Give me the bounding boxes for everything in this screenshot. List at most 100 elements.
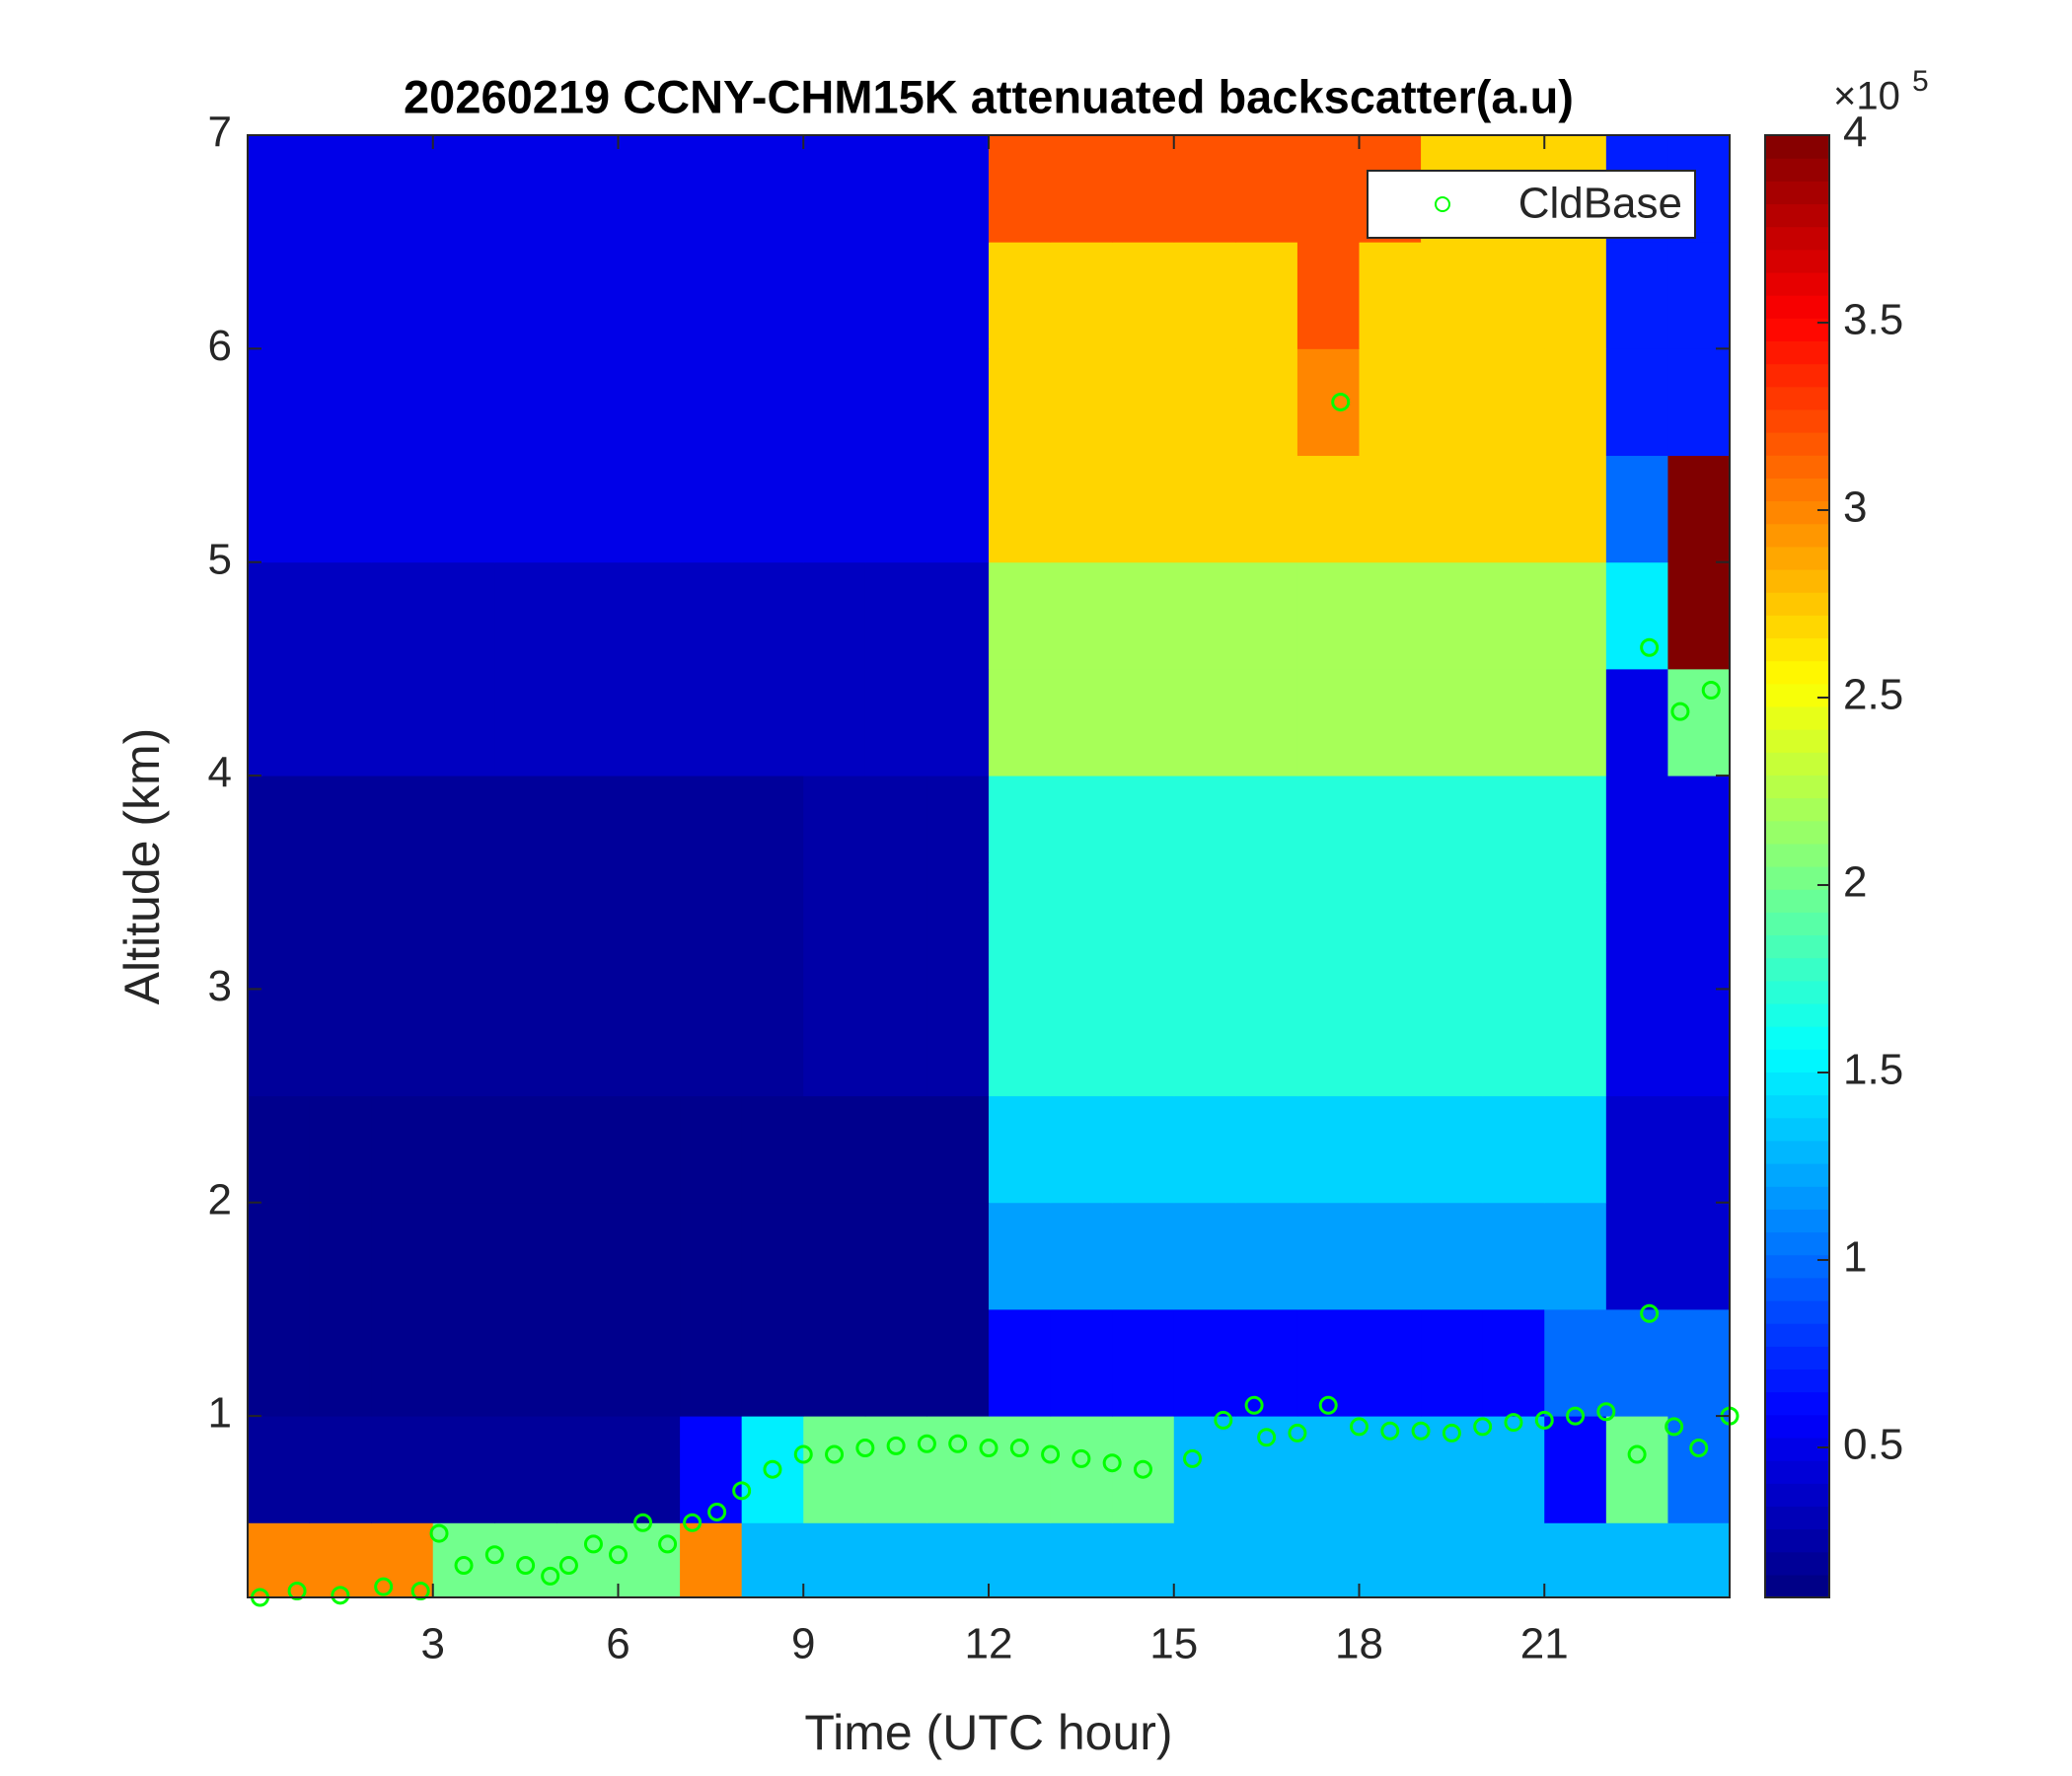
heat-cell bbox=[1482, 882, 1545, 990]
cloud-base-point bbox=[1072, 1448, 1091, 1468]
heat-cell bbox=[555, 776, 619, 883]
heat-cell bbox=[494, 1416, 557, 1523]
colorbar-tick-label: 1 bbox=[1843, 1233, 1867, 1282]
cloud-base-point bbox=[763, 1459, 782, 1479]
heat-cell bbox=[1605, 776, 1668, 883]
heat-cell bbox=[741, 882, 804, 990]
cloud-base-points bbox=[251, 392, 1739, 1607]
heat-cell bbox=[1421, 882, 1484, 990]
heat-cell bbox=[1112, 1522, 1175, 1597]
heat-cell bbox=[803, 1095, 866, 1204]
heat-cell bbox=[432, 989, 495, 1097]
heat-cell bbox=[1359, 1416, 1422, 1523]
heat-cell bbox=[1235, 561, 1298, 670]
colorbar-segment bbox=[1765, 478, 1829, 502]
heat-cell bbox=[371, 1202, 434, 1310]
heat-cell bbox=[618, 135, 681, 243]
heat-cell bbox=[371, 561, 434, 670]
colorbar-segment bbox=[1765, 1369, 1829, 1393]
heat-cell bbox=[1667, 242, 1730, 349]
heat-cell bbox=[555, 1095, 619, 1204]
heat-cell bbox=[309, 561, 372, 670]
heat-cell bbox=[1421, 455, 1484, 563]
heat-cell bbox=[741, 348, 804, 457]
heat-cell bbox=[1359, 1522, 1422, 1597]
heat-cell bbox=[864, 455, 927, 563]
heat-cell bbox=[1235, 1416, 1298, 1523]
heat-cell bbox=[803, 776, 866, 883]
heat-cell bbox=[494, 242, 557, 349]
heat-cell bbox=[1421, 561, 1484, 670]
heat-cell bbox=[1112, 1416, 1175, 1523]
heat-cell bbox=[371, 242, 434, 349]
heat-cell bbox=[803, 455, 866, 563]
cloud-base-point bbox=[1318, 1395, 1338, 1415]
heat-cell bbox=[680, 242, 743, 349]
colorbar-segment bbox=[1765, 363, 1829, 388]
heat-cell bbox=[1421, 242, 1484, 349]
heat-cell bbox=[1421, 668, 1484, 777]
heat-cell bbox=[371, 348, 434, 457]
heat-cell bbox=[741, 1522, 804, 1597]
heat-cell bbox=[1296, 135, 1360, 243]
cloud-base-point bbox=[1442, 1423, 1461, 1443]
heat-cell bbox=[1173, 668, 1236, 777]
heat-cell bbox=[1112, 135, 1175, 243]
colorbar-segment bbox=[1765, 226, 1829, 251]
cloud-base-point bbox=[541, 1566, 560, 1586]
heat-cell bbox=[248, 668, 311, 777]
heat-cell bbox=[618, 455, 681, 563]
heat-cell bbox=[1050, 1416, 1113, 1523]
cloud-base-point bbox=[1665, 1417, 1684, 1437]
heat-cell bbox=[741, 989, 804, 1097]
cloud-base-point bbox=[1640, 637, 1660, 657]
y-axis-label: Altitude (km) bbox=[114, 728, 170, 1005]
colorbar-segment bbox=[1765, 181, 1829, 205]
heat-cell bbox=[1421, 348, 1484, 457]
cloud-base-point bbox=[683, 1513, 703, 1532]
heat-cell bbox=[1482, 1308, 1545, 1417]
heat-cell bbox=[926, 668, 990, 777]
cloud-base-point bbox=[658, 1534, 678, 1554]
heat-cell bbox=[741, 135, 804, 243]
heat-cell bbox=[309, 1522, 372, 1597]
heat-cell bbox=[680, 348, 743, 457]
heat-cell bbox=[1173, 561, 1236, 670]
colorbar-segment bbox=[1765, 1049, 1829, 1073]
heat-cell bbox=[248, 989, 311, 1097]
heat-cell bbox=[989, 242, 1052, 349]
heat-cell bbox=[494, 135, 557, 243]
cloud-base-point bbox=[917, 1434, 936, 1453]
heat-cell bbox=[618, 882, 681, 990]
heat-cell bbox=[1421, 1416, 1484, 1523]
heat-cell bbox=[803, 561, 866, 670]
cloud-base-point bbox=[287, 1582, 307, 1601]
heat-cell bbox=[432, 1095, 495, 1204]
colorbar-segment bbox=[1765, 729, 1829, 753]
heat-cell bbox=[741, 455, 804, 563]
cloud-base-point bbox=[1504, 1413, 1523, 1433]
colorbar-exponent: 5 bbox=[1912, 65, 1929, 98]
heat-cell bbox=[1050, 1522, 1113, 1597]
heat-cell bbox=[371, 776, 434, 883]
heat-cell bbox=[248, 1095, 311, 1204]
heat-cell bbox=[1050, 882, 1113, 990]
heat-cell bbox=[1359, 455, 1422, 563]
heat-cell bbox=[989, 668, 1052, 777]
heat-cell bbox=[494, 455, 557, 563]
colorbar-tick-label: 4 bbox=[1843, 109, 1867, 157]
colorbar-segment bbox=[1765, 1391, 1829, 1416]
heat-cell bbox=[1050, 135, 1113, 243]
heat-cell bbox=[371, 135, 434, 243]
heat-cell bbox=[555, 882, 619, 990]
colorbar-segment bbox=[1765, 1551, 1829, 1576]
heat-cell bbox=[741, 1202, 804, 1310]
heat-cell bbox=[1482, 242, 1545, 349]
x-tick-label: 18 bbox=[1335, 1620, 1383, 1668]
colorbar-multiplier: ×10 bbox=[1833, 75, 1900, 118]
colorbar-segment bbox=[1765, 843, 1829, 867]
heat-cell bbox=[309, 1308, 372, 1417]
cloud-base-point bbox=[1350, 1417, 1369, 1437]
heat-cell bbox=[248, 1416, 311, 1523]
heat-cell bbox=[1544, 1416, 1607, 1523]
